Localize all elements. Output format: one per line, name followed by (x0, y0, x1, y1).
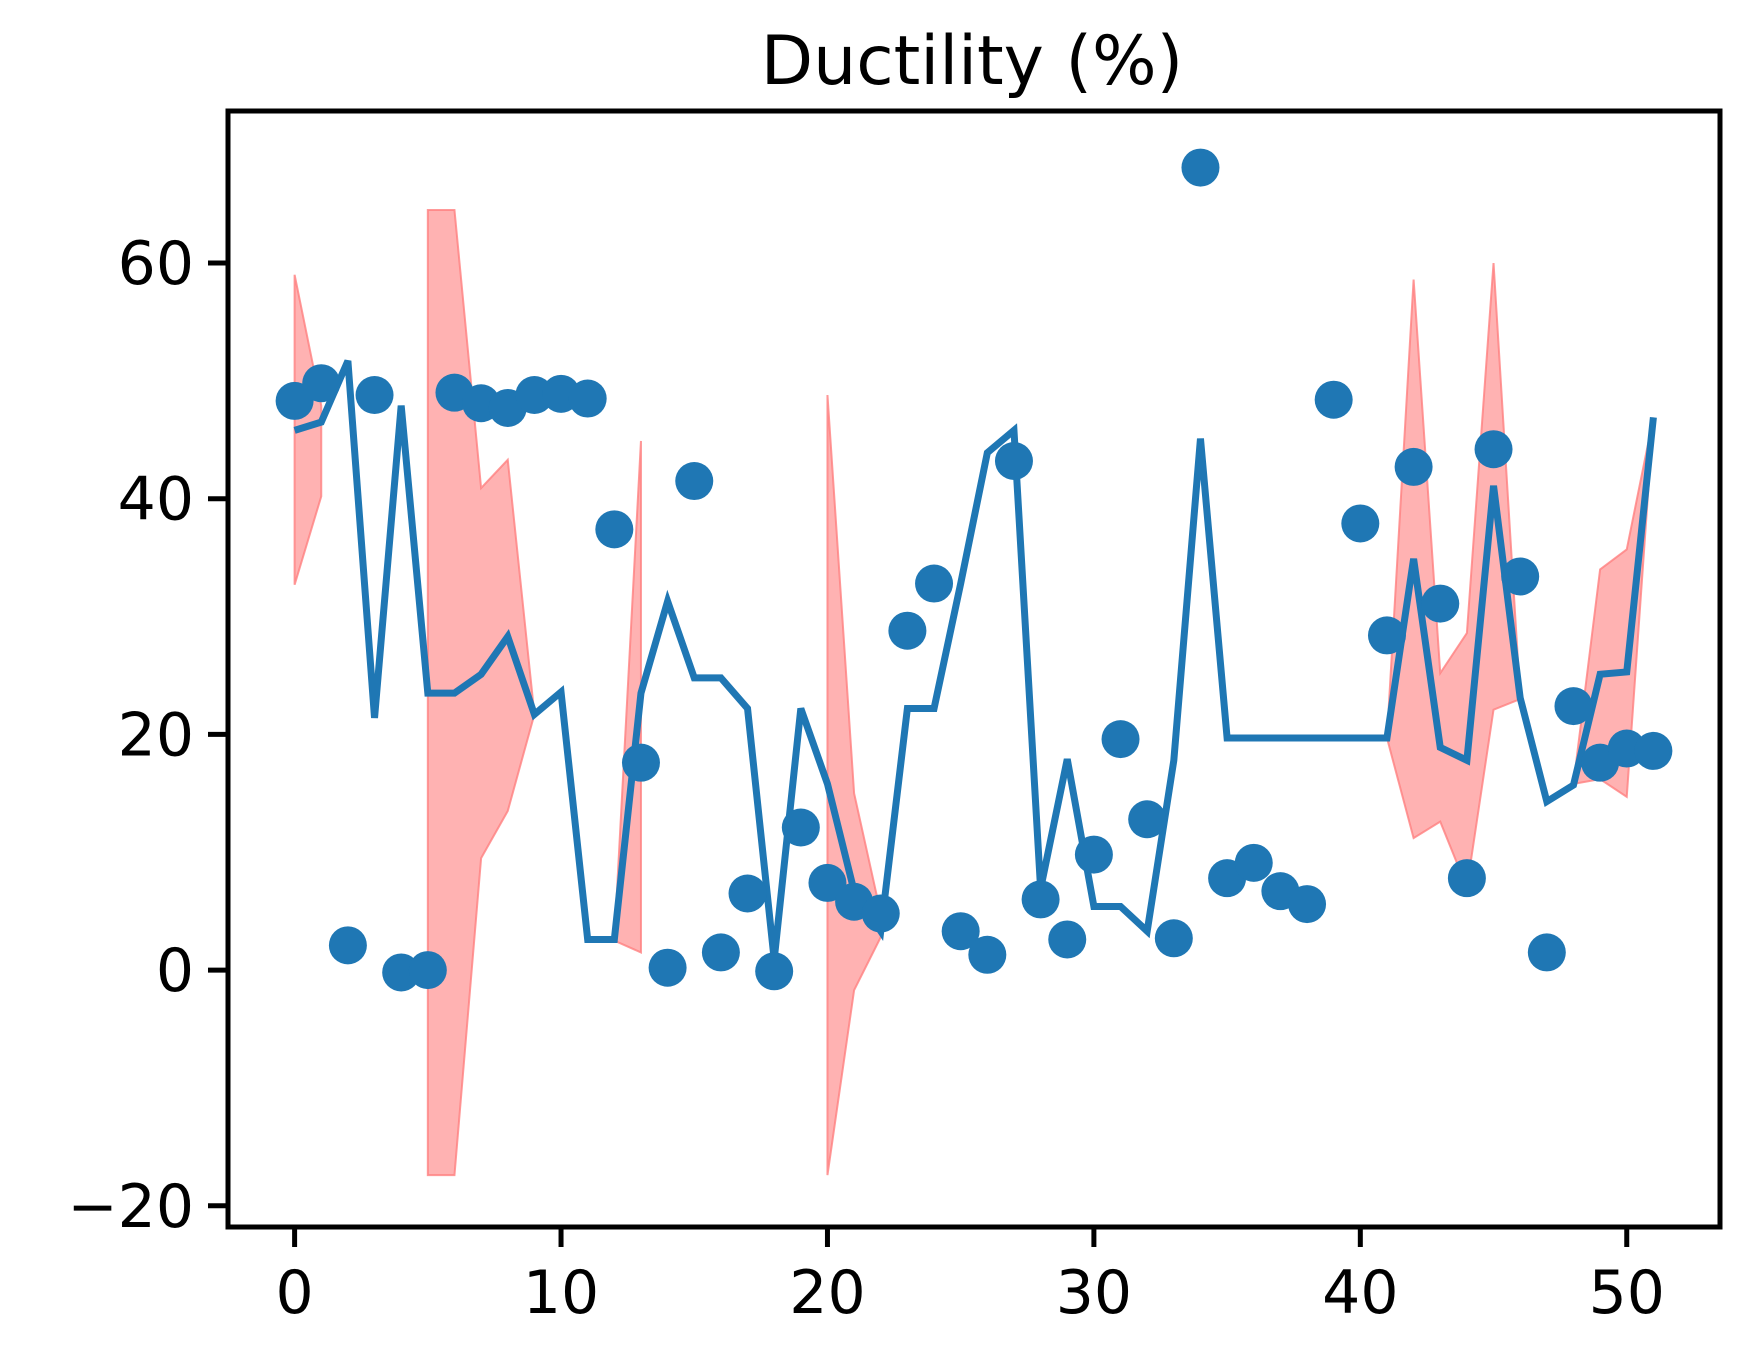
scatter-point (915, 564, 954, 603)
line-layer (293, 359, 1657, 960)
scatter-point (701, 933, 740, 972)
scatter-point (1048, 920, 1087, 959)
scatter-point (1314, 380, 1353, 419)
scatter-point (408, 951, 447, 990)
scatter-point (728, 874, 767, 913)
scatter-point (1154, 919, 1193, 958)
scatter-point (755, 952, 794, 991)
scatter-point (1634, 731, 1673, 770)
y-tick-label: 0 (156, 936, 194, 1006)
scatter-point (1447, 859, 1486, 898)
band-segment-3 (826, 394, 882, 1176)
scatter-point (1421, 584, 1460, 623)
scatter-point (941, 912, 980, 951)
scatter-point (781, 808, 820, 847)
scatter-point (675, 462, 714, 501)
scatter-point (595, 510, 634, 549)
scatter-point (328, 926, 367, 965)
x-tick-label: 50 (1589, 1258, 1665, 1328)
scatter-point (1234, 843, 1273, 882)
scatter-point (648, 948, 687, 987)
x-tick-label: 20 (789, 1258, 865, 1328)
plot-frame (225, 108, 1723, 1230)
scatter-point (861, 894, 900, 933)
scatter-point (1394, 447, 1433, 486)
scatter-point (1554, 687, 1593, 726)
band-segment-4 (1385, 262, 1522, 892)
y-tick-label: 40 (118, 465, 194, 535)
scatter-point (1501, 557, 1540, 596)
scatter-point (355, 376, 394, 415)
scatter-point (888, 611, 927, 650)
chart-title: Ductility (%) (761, 22, 1183, 101)
x-tick-label: 10 (523, 1258, 599, 1328)
x-tick-label: 30 (1056, 1258, 1132, 1328)
scatter-point (302, 364, 341, 403)
scatter-point (621, 743, 660, 782)
band-segment-1 (426, 208, 536, 1177)
scatter-point (1367, 616, 1406, 655)
x-tick-label: 40 (1322, 1258, 1398, 1328)
series-line (293, 359, 1657, 960)
scatter-point (968, 935, 1007, 974)
scatter-point (1181, 148, 1220, 187)
scatter-point (1021, 880, 1060, 919)
y-tick-label: 20 (118, 700, 194, 770)
scatter-point (808, 863, 847, 902)
scatter-point (1101, 720, 1140, 759)
band-layer (293, 208, 1655, 1177)
y-tick-label: 60 (118, 229, 194, 299)
scatter-point (515, 376, 554, 415)
scatter-point (1341, 504, 1380, 543)
x-tick-label: 0 (276, 1258, 314, 1328)
axes-layer: 0 10 20 30 40 50 −20 0 20 40 60 (67, 108, 1723, 1328)
point-layer (275, 148, 1673, 992)
scatter-point (1288, 885, 1327, 924)
scatter-point (1128, 800, 1167, 839)
scatter-point (1527, 933, 1566, 972)
scatter-point (994, 442, 1033, 481)
scatter-point (1074, 835, 1113, 874)
y-tick-label: −20 (67, 1172, 194, 1242)
scatter-point (568, 379, 607, 418)
scatter-point (1474, 430, 1513, 469)
